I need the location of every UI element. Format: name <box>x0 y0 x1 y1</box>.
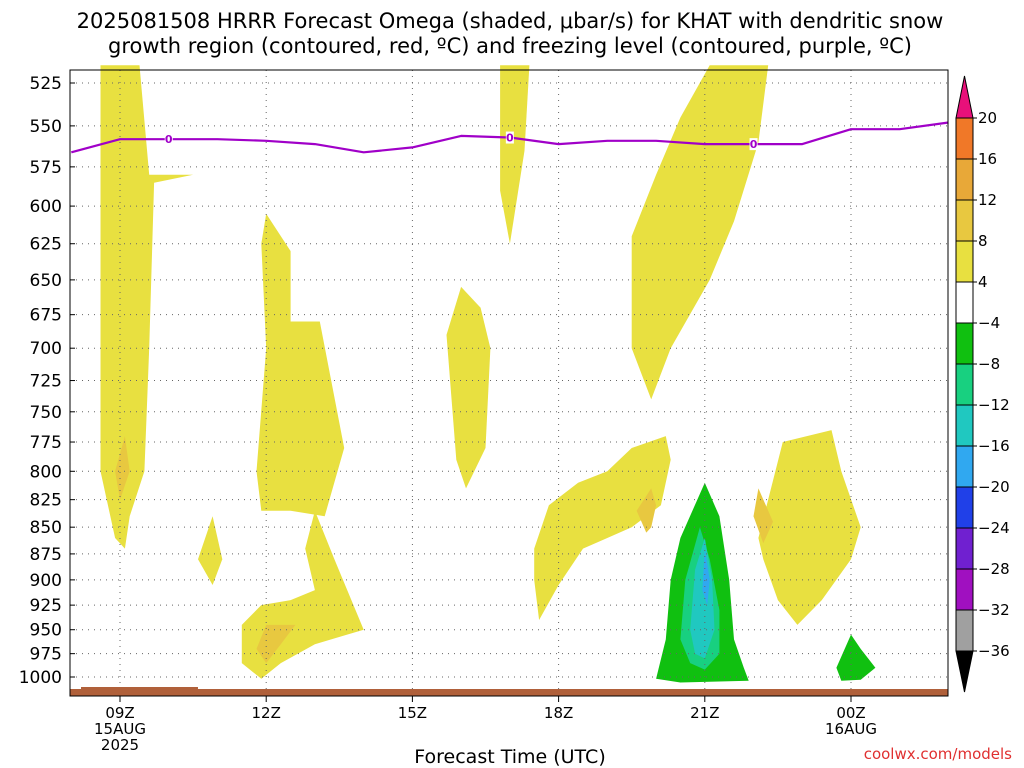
omega-region-c4-6 <box>631 65 769 400</box>
colorbar-band <box>955 322 974 365</box>
grid-lines <box>70 70 948 696</box>
omega-region-c8-11 <box>636 488 657 533</box>
y-tick-label: 825 <box>30 491 62 511</box>
credit-link[interactable]: coolwx.com/models <box>864 745 1012 763</box>
y-tick-label: 800 <box>30 462 62 482</box>
freezing-label-bg <box>505 131 514 144</box>
omega-region-c8-9 <box>115 436 130 500</box>
colorbar-tick-label: −4 <box>978 314 1000 332</box>
colorbar-band <box>955 363 974 406</box>
y-tick-label: 575 <box>30 158 62 178</box>
colorbar: 20 16 12 8 4 −4 −8 −12 −16 −20 −24 −28 −32 −36 <box>955 75 1010 693</box>
omega-region-cm4-14 <box>836 634 876 681</box>
freezing-label-bg <box>749 138 758 151</box>
terrain-ground <box>70 689 948 696</box>
x-tick-label: 15AUG <box>94 720 146 738</box>
freezing-label-bg <box>164 133 173 146</box>
colorbar-tick-label: −16 <box>978 437 1010 455</box>
y-tick-label: 700 <box>30 339 62 359</box>
colorbar-tick-label: 16 <box>978 150 997 168</box>
colorbar-tick-label: −24 <box>978 519 1010 537</box>
colorbar-band <box>955 486 974 529</box>
freezing-level-label: 0 <box>165 133 173 146</box>
y-tick-label: 600 <box>30 197 62 217</box>
x-tick-label: 09Z <box>105 704 134 722</box>
y-tick-label: 975 <box>30 645 62 665</box>
colorbar-tick-label: −28 <box>978 560 1010 578</box>
x-tick-label: 2025 <box>101 736 139 754</box>
y-tick-label: 550 <box>30 117 62 137</box>
omega-region-cm12-16 <box>690 538 715 659</box>
x-tick-label: 18Z <box>544 704 573 722</box>
y-tick-label: 625 <box>30 235 62 255</box>
colorbar-band <box>955 445 974 488</box>
colorbar-tick-label: −20 <box>978 478 1010 496</box>
omega-region-c4-1 <box>256 213 345 517</box>
y-tick-label: 1000 <box>19 668 62 688</box>
colorbar-tick-label: 20 <box>978 109 997 127</box>
x-tick-label: 21Z <box>690 704 719 722</box>
omega-shaded-regions <box>100 65 876 683</box>
y-tick-label: 525 <box>30 74 62 94</box>
colorbar-tick-label: 4 <box>978 273 988 291</box>
y-tick-label: 900 <box>30 571 62 591</box>
omega-region-cm16-17 <box>702 548 710 606</box>
y-tick-label: 675 <box>30 306 62 326</box>
x-tick-label: 16AUG <box>825 720 877 738</box>
freezing-level-label: 0 <box>750 138 758 151</box>
colorbar-band <box>955 281 974 324</box>
chart-title-line-1: 2025081508 HRRR Forecast Omega (shaded, … <box>77 9 944 33</box>
colorbar-band <box>955 404 974 447</box>
colorbar-band <box>955 199 974 242</box>
colorbar-band <box>955 240 974 283</box>
y-tick-label: 925 <box>30 596 62 616</box>
x-tick-label: 00Z <box>836 704 865 722</box>
x-tick-label: 15Z <box>398 704 427 722</box>
colorbar-top-triangle <box>955 75 974 119</box>
colorbar-tick-label: −36 <box>978 642 1010 660</box>
freezing-level-label: 0 <box>506 132 514 145</box>
y-tick-label: 850 <box>30 518 62 538</box>
y-axis-ticks: 525 550 575 600 625 650 675 700 725 750 775 800 825 8… <box>19 74 75 688</box>
y-tick-label: 650 <box>30 271 62 291</box>
chart-title-line-2: growth region (contoured, red, ºC) and f… <box>108 34 912 58</box>
colorbar-bottom-triangle <box>955 650 974 693</box>
y-tick-label: 950 <box>30 621 62 641</box>
omega-region-c4-5 <box>446 286 491 489</box>
terrain-layer <box>70 687 948 696</box>
colorbar-band <box>955 568 974 611</box>
omega-region-c4-8 <box>758 430 861 625</box>
omega-region-c8-12 <box>753 488 773 544</box>
colorbar-tick-label: 8 <box>978 232 988 250</box>
omega-region-c4-7 <box>534 436 671 620</box>
colorbar-band <box>955 527 974 570</box>
y-tick-label: 775 <box>30 433 62 453</box>
plot-frame <box>69 69 949 697</box>
y-tick-label: 750 <box>30 403 62 423</box>
colorbar-tick-label: −8 <box>978 355 1000 373</box>
x-tick-label: 12Z <box>252 704 281 722</box>
freezing-level-contour: 0 0 0 <box>71 121 949 154</box>
y-tick-label: 875 <box>30 545 62 565</box>
colorbar-band <box>955 158 974 201</box>
colorbar-band <box>955 117 974 160</box>
colorbar-tick-label: 12 <box>978 191 997 209</box>
colorbar-tick-label: −32 <box>978 601 1010 619</box>
omega-region-c4-4 <box>500 65 530 244</box>
terrain-bump <box>81 687 198 690</box>
colorbar-tick-label: −12 <box>978 396 1010 414</box>
omega-region-c4-0 <box>100 65 194 549</box>
colorbar-band <box>955 609 974 652</box>
x-axis-label: Forecast Time (UTC) <box>414 746 605 768</box>
omega-region-c4-2 <box>198 516 223 585</box>
y-tick-label: 725 <box>30 372 62 392</box>
